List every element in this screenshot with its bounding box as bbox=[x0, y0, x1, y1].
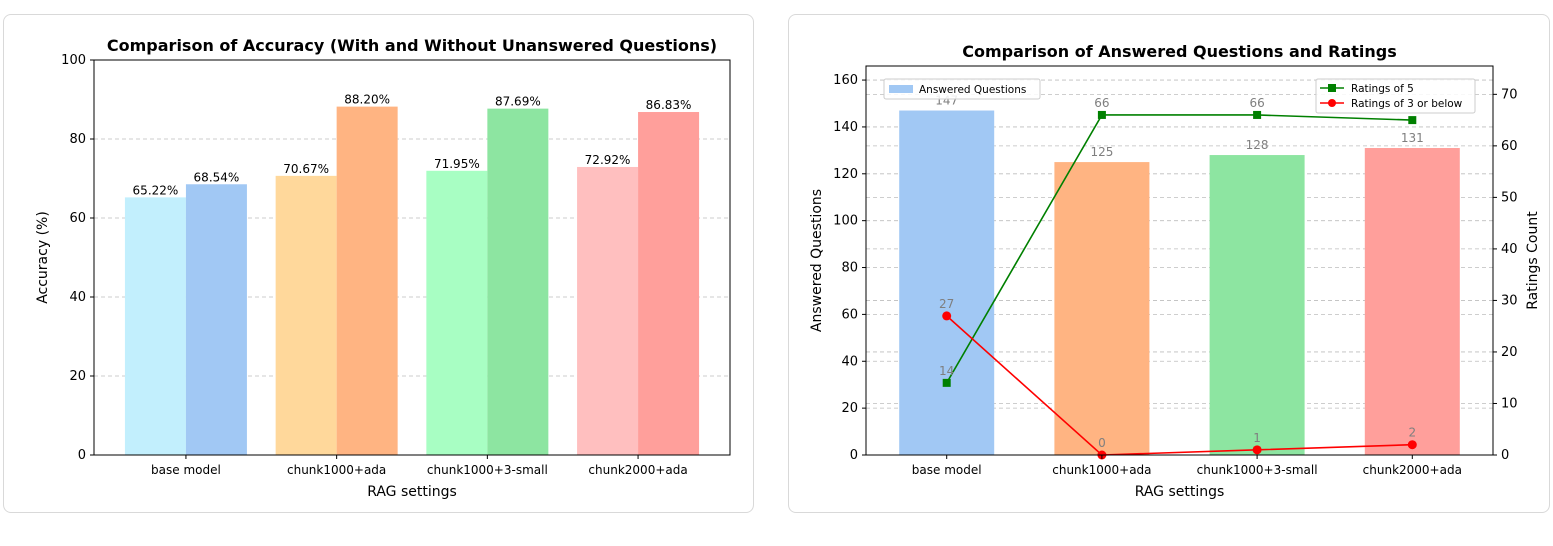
legend-swatch bbox=[889, 85, 913, 93]
x-axis-label: RAG settings bbox=[1135, 484, 1225, 500]
y-right-tick-label: 30 bbox=[1501, 293, 1518, 308]
x-tick-label: base model bbox=[151, 463, 221, 477]
line-marker bbox=[1253, 110, 1262, 119]
accuracy-chart: 65.22% 70.67% 71.95% 72.92% 68.54% 88.20% 87.6… bbox=[35, 36, 731, 500]
x-tick-label: chunk1000+3-small bbox=[1197, 463, 1318, 477]
bar-value-label: 86.83% bbox=[646, 98, 692, 112]
line-marker bbox=[1252, 445, 1262, 455]
accuracy-bar bbox=[426, 170, 488, 456]
line-marker bbox=[942, 378, 951, 387]
accuracy-bar bbox=[336, 106, 398, 456]
line-marker bbox=[1407, 440, 1417, 450]
y-axis-label: Answered Questions bbox=[809, 189, 825, 332]
y-tick-label: 100 bbox=[61, 53, 86, 68]
y-tick-label: 120 bbox=[833, 167, 858, 182]
ratings-line bbox=[946, 315, 1413, 456]
accuracy-bar bbox=[124, 197, 186, 456]
y-tick-label: 140 bbox=[833, 120, 858, 135]
y-axis-label: Accuracy (%) bbox=[35, 211, 51, 304]
y-tick-label: 160 bbox=[833, 73, 858, 88]
y-tick-label: 40 bbox=[69, 290, 86, 305]
chart-title: Comparison of Accuracy (With and Without… bbox=[107, 36, 717, 55]
legend-label: Answered Questions bbox=[919, 84, 1026, 96]
answered-bar bbox=[899, 110, 995, 455]
bar-value-label: 88.20% bbox=[344, 93, 390, 107]
y-right-tick-label: 60 bbox=[1501, 139, 1518, 154]
line-value-label: 66 bbox=[1249, 96, 1264, 110]
plot-frame bbox=[93, 59, 731, 456]
y-tick-label: 40 bbox=[841, 354, 858, 369]
y-tick-label: 80 bbox=[841, 261, 858, 276]
accuracy-bar bbox=[577, 166, 639, 455]
answered-bar bbox=[1054, 162, 1150, 455]
y-right-tick-label: 40 bbox=[1501, 242, 1518, 257]
bar-value-label: 131 bbox=[1401, 131, 1424, 145]
y-right-tick-label: 70 bbox=[1501, 87, 1518, 102]
legend-marker bbox=[1328, 84, 1336, 92]
y-tick-label: 0 bbox=[850, 448, 858, 463]
line-value-label: 27 bbox=[939, 297, 954, 311]
legend-lines: Ratings of 5 Ratings of 3 or below bbox=[1315, 78, 1476, 114]
line-value-label: 2 bbox=[1408, 426, 1416, 440]
ratings-line bbox=[946, 114, 1413, 384]
line-marker bbox=[1408, 116, 1417, 125]
line-marker bbox=[1097, 110, 1106, 119]
bar-value-label: 65.22% bbox=[133, 183, 179, 197]
answered-ratings-chart-panel: 147 125 128 131 14 66 66 27 0 1 2 0 20 40 60 80 100 120 14… bbox=[788, 14, 1550, 513]
x-tick-label: chunk2000+ada bbox=[1363, 463, 1462, 477]
legend-box bbox=[1315, 78, 1476, 114]
accuracy-bar bbox=[638, 112, 700, 456]
y-right-axis-label: Ratings Count bbox=[1525, 211, 1541, 310]
legend-label: Ratings of 5 bbox=[1351, 83, 1414, 95]
bar-value-label: 125 bbox=[1090, 145, 1113, 159]
y-right-tick-label: 10 bbox=[1501, 396, 1518, 411]
x-tick-label: base model bbox=[912, 463, 982, 477]
legend-label: Ratings of 3 or below bbox=[1351, 98, 1463, 110]
line-value-label: 66 bbox=[1094, 96, 1109, 110]
chart-title: Comparison of Answered Questions and Rat… bbox=[962, 42, 1397, 61]
x-tick-label: chunk2000+ada bbox=[588, 463, 687, 477]
y-tick-label: 60 bbox=[841, 307, 858, 322]
answered-bar bbox=[1364, 148, 1460, 455]
legend-bars: Answered Questions bbox=[883, 78, 1041, 100]
line-value-label: 0 bbox=[1098, 436, 1106, 450]
x-tick-label: chunk1000+3-small bbox=[427, 463, 548, 477]
line-value-label: 1 bbox=[1253, 431, 1261, 445]
y-right-tick-label: 0 bbox=[1501, 448, 1509, 463]
x-tick-label: chunk1000+ada bbox=[1052, 463, 1151, 477]
y-tick-label: 100 bbox=[833, 214, 858, 229]
bar-value-label: 87.69% bbox=[495, 95, 541, 109]
accuracy-bar bbox=[275, 175, 337, 455]
legend-marker bbox=[1328, 99, 1336, 107]
bar-value-label: 128 bbox=[1246, 138, 1269, 152]
y-right-tick-label: 20 bbox=[1501, 345, 1518, 360]
line-marker bbox=[942, 311, 952, 321]
x-axis-label: RAG settings bbox=[367, 484, 457, 500]
legend-box bbox=[883, 78, 1041, 100]
x-tick-label: chunk1000+ada bbox=[287, 463, 386, 477]
y-tick-label: 0 bbox=[78, 448, 86, 463]
y-tick-label: 80 bbox=[69, 132, 86, 147]
accuracy-chart-panel: 65.22% 70.67% 71.95% 72.92% 68.54% 88.20% 87.6… bbox=[3, 14, 754, 513]
answered-bar bbox=[1209, 155, 1305, 455]
bar-value-label: 71.95% bbox=[434, 157, 480, 171]
bar-value-label: 68.54% bbox=[194, 170, 240, 184]
bar-value-label: 70.67% bbox=[283, 162, 329, 176]
accuracy-bar bbox=[185, 184, 247, 455]
y-tick-label: 20 bbox=[69, 369, 86, 384]
line-value-label: 14 bbox=[939, 364, 954, 378]
plot-frame bbox=[865, 65, 1494, 456]
y-tick-label: 60 bbox=[69, 211, 86, 226]
accuracy-bar bbox=[487, 108, 549, 455]
y-right-tick-label: 50 bbox=[1501, 190, 1518, 205]
y-tick-label: 20 bbox=[841, 401, 858, 416]
bar-value-label: 72.92% bbox=[585, 153, 631, 167]
